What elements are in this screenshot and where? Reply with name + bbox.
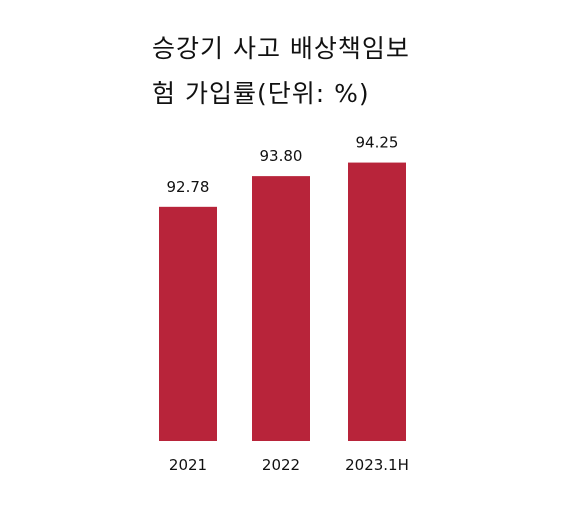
value-label-2021: 92.78: [167, 178, 210, 196]
bar-2023.1H: [348, 162, 406, 441]
category-label-2021: 2021: [169, 456, 207, 474]
bar-2022: [252, 176, 310, 441]
chart-title-line-2: 험 가입률(단위: %): [152, 79, 370, 108]
value-label-2023.1H: 94.25: [356, 134, 399, 152]
bar-2021: [159, 206, 217, 441]
chart-title-line-1: 승강기 사고 배상책임보: [152, 34, 410, 63]
category-label-2022: 2022: [262, 456, 300, 474]
chart-title: 승강기 사고 배상책임보 험 가입률(단위: %): [152, 26, 452, 116]
value-label-2022: 93.80: [260, 147, 303, 165]
category-label-2023.1H: 2023.1H: [345, 456, 409, 474]
